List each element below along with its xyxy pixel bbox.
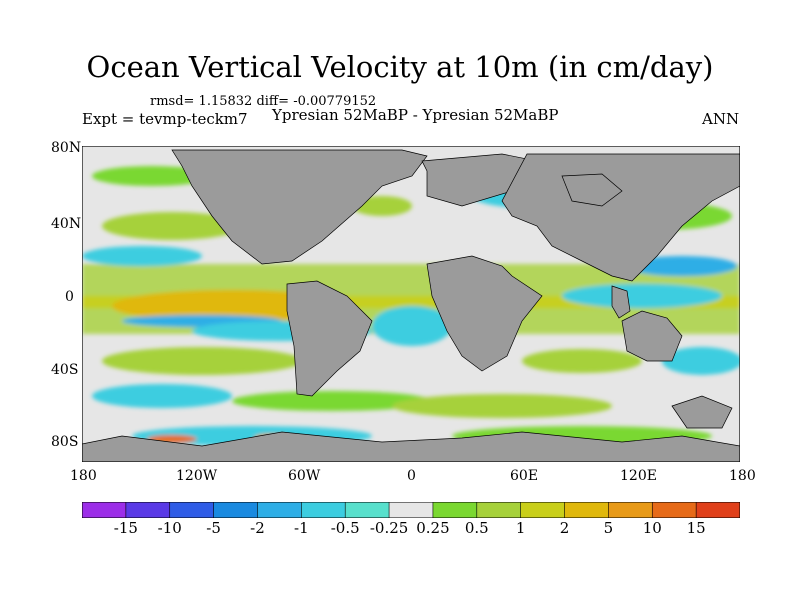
colorbar-label: -5 [206, 519, 221, 537]
colorbar-label: 15 [686, 519, 706, 537]
colorbar-box [257, 502, 303, 518]
lon-tick-120e: 120E [620, 468, 657, 484]
season-label: ANN [702, 110, 740, 128]
colorbar-label: 1 [515, 519, 526, 537]
australia [621, 310, 683, 362]
lat-tick-40n: 40N [51, 216, 82, 232]
india [611, 285, 631, 319]
colorbar-label: 5 [603, 519, 614, 537]
colorbar-label: 10 [642, 519, 662, 537]
colorbar-box [388, 502, 434, 518]
lon-tick-180w: 180 [70, 468, 97, 484]
lon-tick-120w: 120W [176, 468, 218, 484]
colorbar-label: -2 [250, 519, 265, 537]
stats-text: rmsd= 1.15832 diff= -0.00779152 [150, 94, 377, 109]
colorbar-label: -1 [294, 519, 309, 537]
colorbar-box [695, 502, 740, 518]
colorbar-label: 0.25 [416, 519, 450, 537]
lon-tick-0: 0 [407, 468, 416, 484]
experiment-label: Expt = tevmp-teckm7 [82, 110, 248, 128]
colorbar-box [169, 502, 215, 518]
south-america [286, 280, 373, 397]
colorbar-label: -10 [157, 519, 182, 537]
lat-tick-80s: 80S [51, 434, 79, 450]
lon-tick-180e: 180 [729, 468, 756, 484]
colorbar-box [125, 502, 171, 518]
colorbar-label: -0.25 [369, 519, 409, 537]
africa [426, 255, 543, 372]
colorbar [82, 502, 740, 518]
colorbar-box [651, 502, 697, 518]
colorbar-box [344, 502, 390, 518]
lon-tick-60w: 60W [288, 468, 321, 484]
antarctica [82, 431, 740, 462]
lat-tick-80n: 80N [51, 140, 82, 156]
case-label: Ypresian 52MaBP - Ypresian 52MaBP [272, 106, 559, 124]
map-title: Ocean Vertical Velocity at 10m (in cm/da… [86, 50, 714, 84]
north-america [171, 149, 428, 265]
colorbar-box [520, 502, 566, 518]
colorbar-label: 2 [559, 519, 570, 537]
siberia [561, 173, 623, 207]
world-map [82, 146, 740, 462]
colorbar-box [608, 502, 654, 518]
colorbar-box [301, 502, 347, 518]
colorbar-label: -0.5 [330, 519, 360, 537]
colorbar-label: -15 [113, 519, 138, 537]
colorbar-box [82, 502, 127, 518]
land-masses [82, 149, 740, 462]
colorbar-box [432, 502, 478, 518]
asia [501, 153, 740, 282]
colorbar-box [476, 502, 522, 518]
colorbar-box [564, 502, 610, 518]
velocity-field [82, 166, 740, 446]
colorbar-label: 0.5 [464, 519, 489, 537]
colorbar-box [213, 502, 259, 518]
lat-tick-40s: 40S [51, 362, 79, 378]
lat-tick-0: 0 [65, 289, 74, 305]
lon-tick-60e: 60E [510, 468, 539, 484]
colorbar-labels: -15 -10 -5 -2 -1 -0.5 -0.25 0.25 0.5 1 2 5 10 15 [82, 519, 740, 539]
southern-land [671, 395, 733, 429]
